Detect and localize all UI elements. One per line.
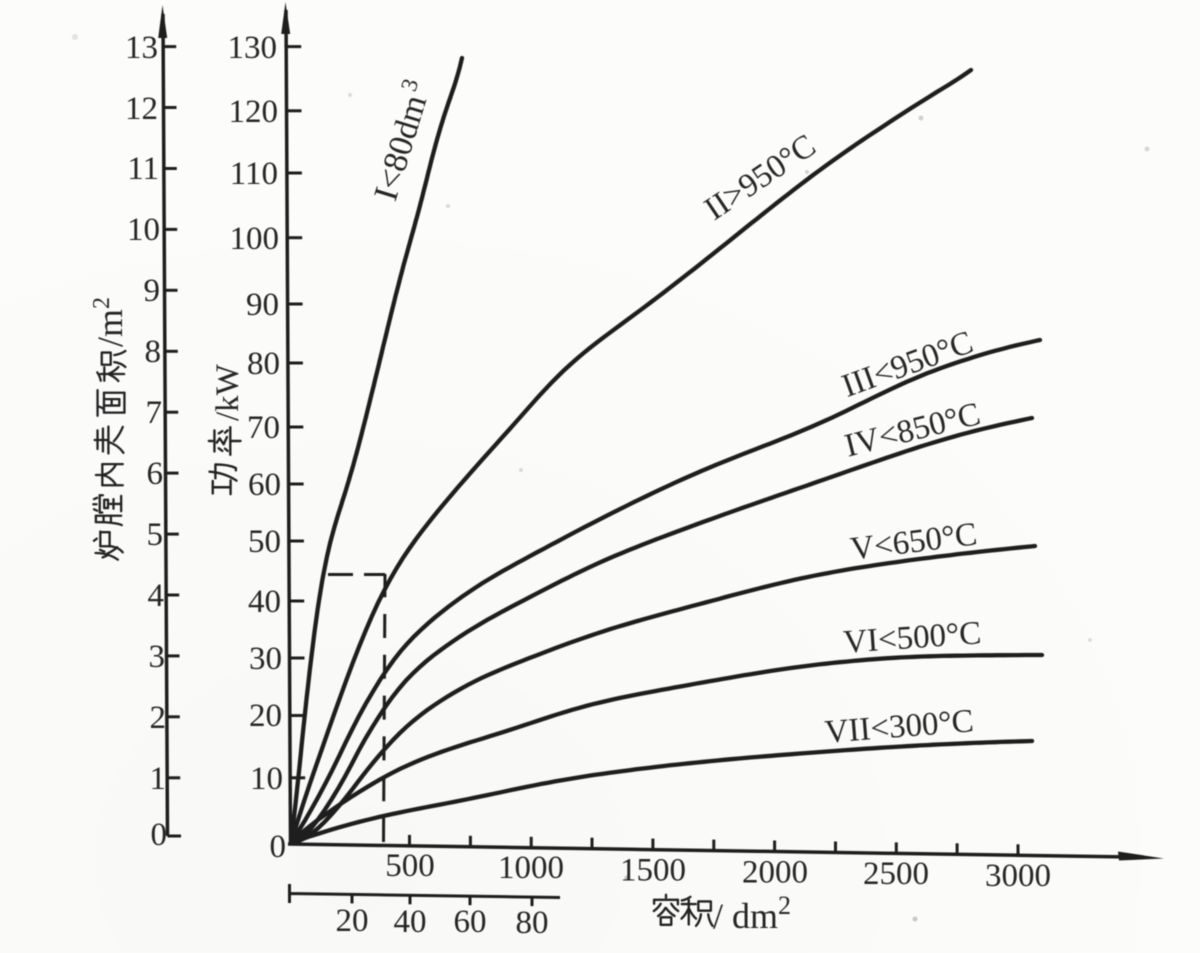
svg-text:40: 40 [248, 584, 281, 620]
svg-text:500: 500 [385, 848, 435, 884]
svg-text:30: 30 [249, 641, 282, 677]
svg-text:1: 1 [150, 761, 167, 797]
svg-text:5: 5 [147, 517, 164, 553]
svg-text:8: 8 [145, 334, 162, 370]
svg-text:2000: 2000 [742, 855, 808, 891]
svg-text:3000: 3000 [985, 858, 1051, 894]
svg-text:60: 60 [248, 467, 281, 503]
svg-text:/kW: /kW [210, 363, 246, 421]
svg-text:10: 10 [127, 212, 160, 248]
svg-text:1000: 1000 [498, 850, 564, 886]
svg-text:20: 20 [249, 698, 282, 734]
svg-text:90: 90 [246, 287, 279, 323]
svg-text:10: 10 [250, 761, 283, 797]
svg-text:20: 20 [336, 903, 369, 939]
svg-text:80: 80 [516, 905, 549, 941]
svg-text:7: 7 [146, 395, 163, 431]
svg-text:4: 4 [148, 578, 165, 614]
svg-text:3: 3 [149, 639, 166, 675]
svg-text:130: 130 [228, 30, 278, 66]
svg-text:13: 13 [125, 30, 158, 66]
svg-text:70: 70 [247, 410, 280, 446]
svg-text:2: 2 [150, 700, 167, 736]
svg-text:100: 100 [230, 221, 280, 257]
svg-text:0: 0 [270, 829, 287, 865]
svg-text:1500: 1500 [620, 853, 686, 889]
svg-text:110: 110 [230, 156, 278, 192]
svg-text:40: 40 [394, 904, 427, 940]
svg-text:50: 50 [248, 524, 281, 560]
svg-text:60: 60 [454, 904, 487, 940]
svg-text:80: 80 [247, 346, 280, 382]
svg-text:/ dm2: / dm2 [713, 891, 791, 936]
svg-text:6: 6 [147, 456, 164, 492]
svg-text:11: 11 [127, 151, 159, 187]
svg-text:2500: 2500 [863, 856, 929, 892]
svg-text:120: 120 [229, 94, 279, 130]
svg-text:12: 12 [125, 91, 158, 127]
svg-text:9: 9 [144, 273, 161, 309]
svg-text:0: 0 [151, 817, 168, 853]
